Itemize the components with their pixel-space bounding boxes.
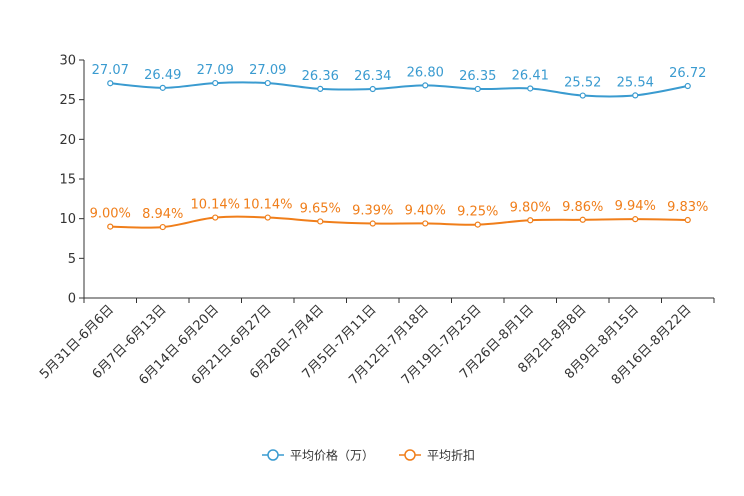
- data-label: 9.65%: [300, 201, 341, 216]
- data-point[interactable]: [264, 214, 271, 221]
- data-label: 26.49: [144, 68, 181, 83]
- data-label: 9.83%: [667, 200, 708, 215]
- legend-item-1[interactable]: 平均折扣: [399, 448, 475, 463]
- data-label: 9.94%: [615, 199, 656, 214]
- data-label: 9.25%: [457, 205, 498, 220]
- data-label: 27.09: [197, 63, 234, 78]
- data-label: 27.09: [249, 63, 286, 78]
- data-point[interactable]: [632, 216, 639, 223]
- data-point[interactable]: [422, 220, 429, 227]
- data-label: 9.86%: [562, 200, 603, 215]
- legend-item-0[interactable]: 平均价格（万）: [262, 448, 374, 463]
- legend-marker: [404, 449, 416, 461]
- y-tick-label: 0: [68, 292, 76, 307]
- data-label: 26.41: [512, 68, 549, 83]
- y-tick-label: 25: [59, 93, 76, 108]
- data-label: 26.35: [459, 69, 496, 84]
- data-point[interactable]: [527, 85, 534, 92]
- y-tick-label: 10: [59, 212, 76, 227]
- data-point[interactable]: [369, 85, 376, 93]
- data-label: 10.14%: [243, 198, 293, 213]
- data-labels: 27.07 26.49 27.09 27.09 26.36 26.34 26.80 26.35…: [90, 63, 709, 222]
- data-point[interactable]: [474, 85, 481, 93]
- series-line-1: [110, 215, 688, 229]
- data-point[interactable]: [579, 216, 586, 223]
- y-tick-label: 20: [59, 133, 76, 148]
- data-point[interactable]: [684, 82, 691, 90]
- data-point[interactable]: [527, 217, 534, 224]
- data-point[interactable]: [632, 92, 639, 99]
- data-label: 27.07: [92, 63, 129, 78]
- series-line-0: [110, 81, 688, 98]
- data-point[interactable]: [474, 221, 481, 228]
- data-label: 9.39%: [352, 204, 393, 219]
- data-label: 25.52: [564, 76, 601, 91]
- data-label: 25.54: [617, 75, 654, 90]
- data-point[interactable]: [317, 85, 324, 92]
- data-label: 9.00%: [90, 207, 131, 222]
- data-point[interactable]: [317, 218, 324, 225]
- data-point[interactable]: [107, 223, 114, 230]
- data-label: 26.36: [302, 69, 339, 84]
- series-layer: [107, 79, 691, 231]
- data-point[interactable]: [212, 79, 219, 87]
- legend-marker: [267, 449, 279, 461]
- y-tick-label: 30: [59, 54, 76, 69]
- data-label: 26.34: [354, 69, 391, 84]
- data-point[interactable]: [159, 223, 166, 231]
- data-label: 10.14%: [190, 198, 240, 213]
- y-tick-label: 5: [68, 252, 76, 267]
- data-label: 26.80: [407, 65, 444, 80]
- data-point[interactable]: [422, 82, 429, 89]
- data-point[interactable]: [107, 80, 114, 87]
- data-point[interactable]: [684, 216, 691, 224]
- data-point[interactable]: [159, 84, 166, 91]
- data-point[interactable]: [264, 79, 271, 87]
- legend-label: 平均折扣: [427, 448, 475, 463]
- y-tick-label: 15: [59, 173, 76, 188]
- data-point[interactable]: [579, 92, 586, 99]
- data-label: 9.40%: [405, 203, 446, 218]
- legend-label: 平均价格（万）: [290, 448, 374, 463]
- data-point[interactable]: [212, 214, 219, 221]
- data-label: 9.80%: [510, 200, 551, 215]
- legend[interactable]: 平均价格（万） 平均折扣: [262, 448, 475, 463]
- data-label: 8.94%: [142, 207, 183, 222]
- axes: 0510152025305月31日-6月6日6月7日-6月13日6月14日-6月…: [37, 54, 715, 388]
- data-point[interactable]: [369, 220, 376, 227]
- data-label: 26.72: [669, 66, 706, 81]
